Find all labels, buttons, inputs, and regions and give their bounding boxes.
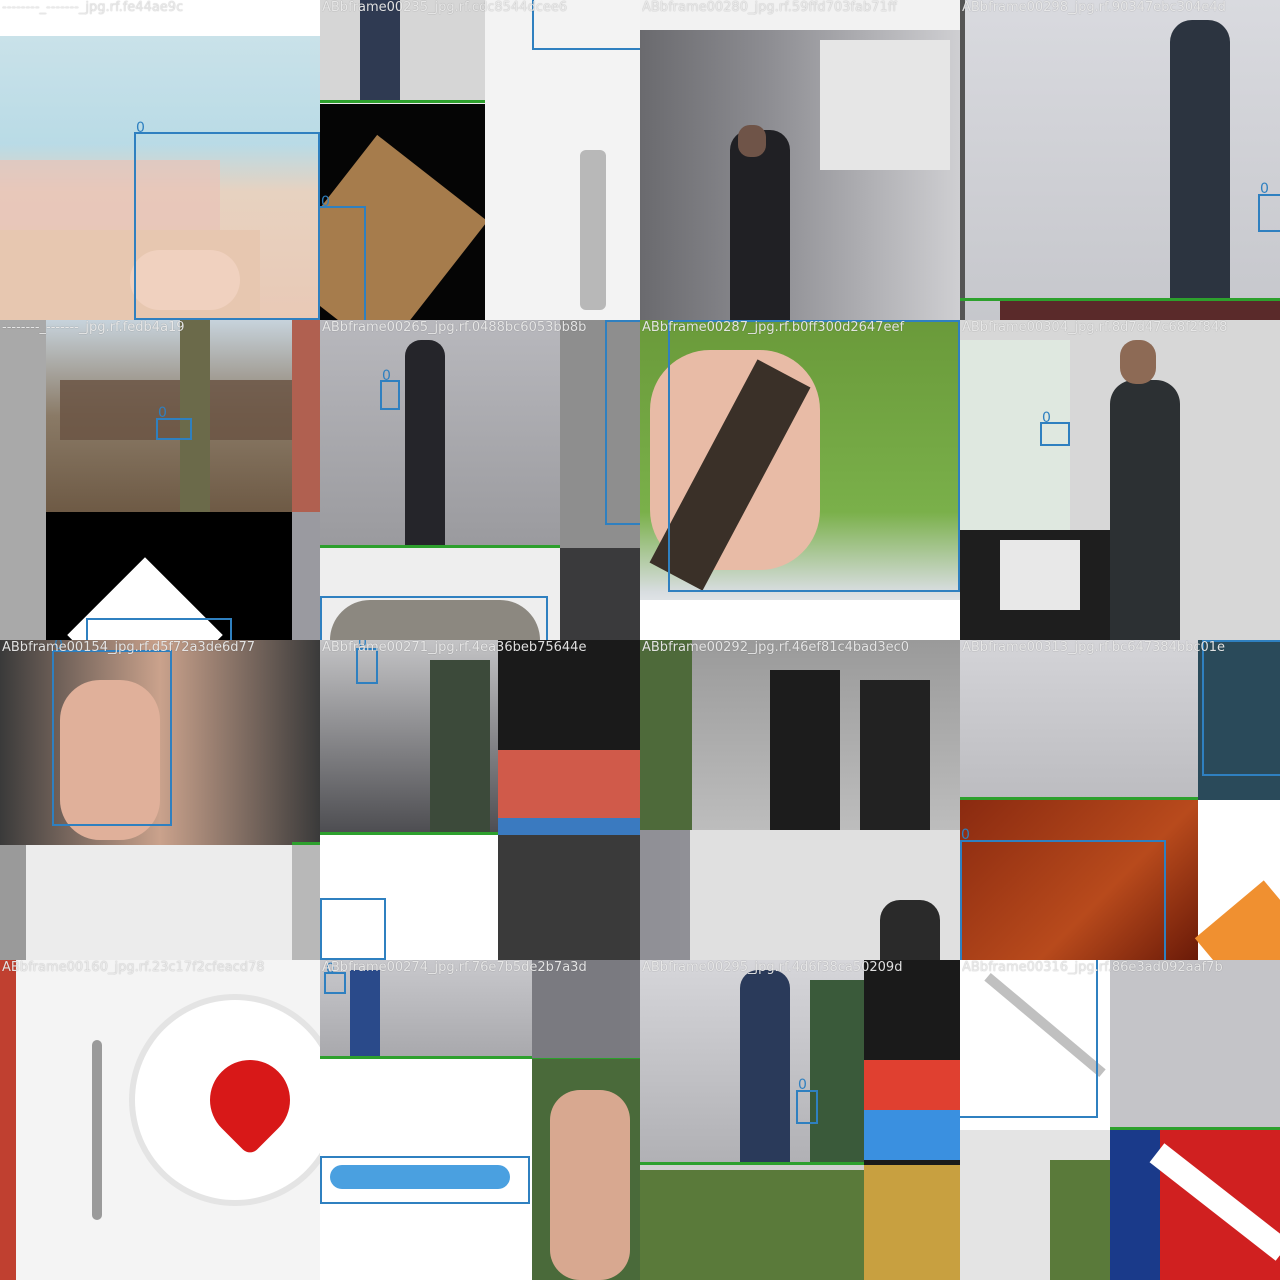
bounding-box bbox=[320, 596, 548, 640]
bounding-box-label: 0 bbox=[54, 640, 63, 653]
bounding-box bbox=[320, 1156, 530, 1204]
bounding-box-label: 0 bbox=[1260, 181, 1269, 197]
tile-5: 0 --------_-------_jpg.rf.fedb4a19 bbox=[0, 320, 320, 640]
tile-filename: ABbframe00313_jpg.rf.bc647384bbc01e bbox=[962, 640, 1226, 655]
tile-3: 0 ABbframe00280_jpg.rf.59ffd703fab71ff bbox=[640, 0, 960, 320]
tile-filename: ABbframe00265_jpg.rf.0488bc6053bb8b bbox=[322, 320, 587, 335]
bounding-box bbox=[1040, 422, 1070, 446]
tile-6: 0 ABbframe00265_jpg.rf.0488bc6053bb8b bbox=[320, 320, 640, 640]
bounding-box bbox=[1202, 640, 1280, 776]
tile-filename: --------_-------_jpg.rf.fedb4a19 bbox=[2, 320, 185, 335]
tile-12: 0 ABbframe00313_jpg.rf.bc647384bbc01e bbox=[960, 640, 1280, 960]
tile-4: 0 ABbframe00298_jpg.rf.90347ebc304e4d bbox=[960, 0, 1280, 320]
bounding-box-label: 0 bbox=[382, 368, 391, 384]
tile-filename: ABbframe00235_jpg.rf.cdc8544dcee6 bbox=[322, 0, 568, 15]
tile-filename: ABbframe00304_jpg.rf.8d7d47c68f2f848 bbox=[962, 320, 1228, 335]
bounding-box bbox=[324, 972, 346, 994]
tile-14: 0 ABbframe00274_jpg.rf.76e7b5de2b7a3d bbox=[320, 960, 640, 1280]
tile-10: 0 ABbframe00271_jpg.rf.4ea36beb75644e bbox=[320, 640, 640, 960]
bounding-box-label: 0 bbox=[136, 120, 145, 136]
tile-7: 0 ABbframe00287_jpg.rf.b0ff300d2647eef bbox=[640, 320, 960, 640]
bounding-box bbox=[320, 206, 366, 320]
tile-filename: ABbframe00160_jpg.rf.23c17f2cfeacd78 bbox=[2, 960, 265, 975]
tile-filename: ABbframe00287_jpg.rf.b0ff300d2647eef bbox=[642, 320, 905, 335]
tile-9: 0 ABbframe00154_jpg.rf.d5f72a3de6d77 bbox=[0, 640, 320, 960]
tile-11: 0 ABbframe00292_jpg.rf.46ef81c4bad3ec0 bbox=[640, 640, 960, 960]
tile-1: 0 --------_-------_jpg.rf.fe44ae9c bbox=[0, 0, 320, 320]
tile-8: 0 ABbframe00304_jpg.rf.8d7d47c68f2f848 bbox=[960, 320, 1280, 640]
tile-filename: ABbframe00274_jpg.rf.76e7b5de2b7a3d bbox=[322, 960, 587, 975]
tile-filename: ABbframe00316_jpg.rf.86e3ad092aaf7b bbox=[962, 960, 1223, 975]
bounding-box bbox=[668, 320, 960, 592]
bounding-box-label: 0 bbox=[670, 320, 679, 322]
bounding-box bbox=[320, 898, 386, 960]
tile-filename: ABbframe00271_jpg.rf.4ea36beb75644e bbox=[322, 640, 587, 655]
tile-filename: ABbframe00280_jpg.rf.59ffd703fab71ff bbox=[642, 0, 897, 15]
tile-filename: ABbframe00292_jpg.rf.46ef81c4bad3ec0 bbox=[642, 640, 910, 655]
bounding-box bbox=[86, 618, 232, 640]
bounding-box bbox=[1258, 194, 1280, 232]
bounding-box-label: 0 bbox=[321, 194, 330, 210]
tile-filename: ABbframe00154_jpg.rf.d5f72a3de6d77 bbox=[2, 640, 256, 655]
bounding-box bbox=[960, 960, 1098, 1118]
bounding-box bbox=[52, 650, 172, 826]
bounding-box-label: 0 bbox=[1042, 410, 1051, 426]
bounding-box-label: 0 bbox=[358, 640, 367, 651]
bounding-box bbox=[380, 380, 400, 410]
bounding-box bbox=[796, 1090, 818, 1124]
bounding-box bbox=[356, 648, 378, 684]
bounding-box bbox=[960, 840, 1166, 960]
bounding-box bbox=[134, 132, 320, 320]
tile-filename: ABbframe00295_jpg.rf.4d6f38ca50209d bbox=[642, 960, 903, 975]
tile-filename: --------_-------_jpg.rf.fe44ae9c bbox=[2, 0, 184, 15]
bounding-box-label: 0 bbox=[158, 405, 167, 421]
bounding-box bbox=[605, 320, 640, 525]
bounding-box bbox=[532, 0, 640, 50]
bounding-box-label: 0 bbox=[798, 1077, 807, 1093]
tile-2: 0 ABbframe00235_jpg.rf.cdc8544dcee6 bbox=[320, 0, 640, 320]
bounding-box-label: 0 bbox=[961, 827, 970, 843]
tile-13: 0 ABbframe00160_jpg.rf.23c17f2cfeacd78 bbox=[0, 960, 320, 1280]
tile-filename: ABbframe00298_jpg.rf.90347ebc304e4d bbox=[962, 0, 1226, 15]
bounding-box-label: 0 bbox=[326, 961, 335, 977]
tile-15: 0 ABbframe00295_jpg.rf.4d6f38ca50209d bbox=[640, 960, 960, 1280]
tile-16: 0 ABbframe00316_jpg.rf.86e3ad092aaf7b bbox=[960, 960, 1280, 1280]
bounding-box bbox=[156, 418, 192, 440]
